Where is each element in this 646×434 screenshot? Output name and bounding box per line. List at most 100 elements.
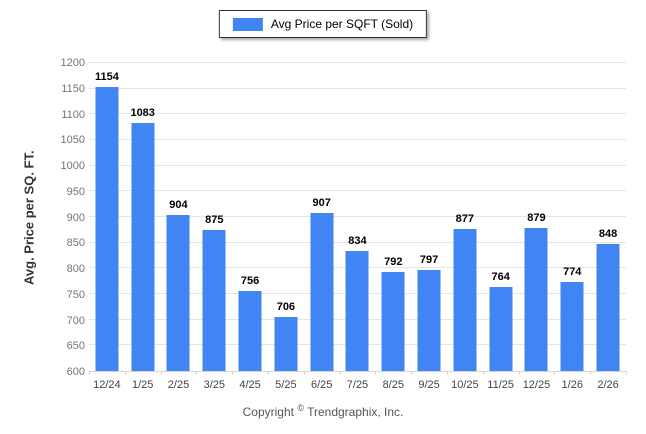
bar-slot: 797 [411, 63, 447, 371]
x-tick-label: 9/25 [418, 379, 440, 391]
bar-value-label: 706 [276, 300, 296, 313]
bar-value-label: 756 [240, 274, 260, 287]
x-tick-mark [411, 371, 413, 375]
x-axis-labels: 12/24 1/25 2/25 3/25 4/25 5/25 6/25 7/25 8/25 9/2… [89, 379, 626, 391]
bar-slot: 907 [304, 63, 340, 371]
legend-label: Avg Price per SQFT (Sold) [270, 17, 414, 31]
y-tick-label: 600 [66, 366, 85, 378]
bar[interactable] [489, 286, 513, 371]
x-tick-label: 2/26 [597, 379, 619, 391]
bar[interactable] [310, 213, 334, 371]
x-tick-mark [447, 371, 448, 375]
bar[interactable] [238, 290, 262, 371]
bar[interactable] [345, 250, 369, 371]
copyright-prefix: Copyright [242, 405, 294, 419]
bar-value-label: 774 [563, 265, 582, 278]
x-tick-label: 8/25 [382, 379, 404, 391]
bar[interactable] [560, 281, 584, 371]
x-tick-label: 6/25 [310, 379, 333, 391]
bar-slot: 879 [519, 63, 555, 371]
bar-slot: 877 [447, 63, 483, 371]
gridline [89, 87, 626, 89]
x-tick-label: 1/26 [561, 379, 583, 391]
copyright: Copyright © Trendgraphix, Inc. [0, 403, 646, 419]
bar[interactable] [131, 123, 155, 371]
bar-slot: 792 [375, 63, 411, 371]
bar-value-label: 875 [205, 213, 224, 226]
x-tick-label: 11/25 [487, 379, 515, 391]
bar-slot: 756 [232, 63, 268, 371]
bar-value-label: 904 [169, 198, 188, 211]
bar-value-label: 764 [491, 270, 510, 283]
y-tick-label: 1000 [60, 160, 85, 172]
x-tick-mark [303, 371, 305, 375]
bar-slot: 764 [483, 63, 519, 371]
bar-slot: 774 [554, 63, 590, 371]
x-tick-mark [482, 371, 484, 375]
copyright-symbol: © [297, 403, 304, 413]
x-tick-label: 4/25 [239, 379, 261, 391]
x-tick-mark [626, 371, 627, 375]
copyright-company: Trendgraphix, Inc. [307, 405, 404, 419]
y-tick-label: 1150 [61, 82, 85, 95]
gridline [89, 113, 626, 115]
bar-value-label: 1154 [94, 70, 119, 83]
x-tick-label: 3/25 [203, 379, 225, 391]
bar-value-label: 1083 [130, 107, 155, 120]
y-tick-label: 800 [66, 263, 85, 275]
y-tick-label: 1050 [60, 134, 85, 147]
bar[interactable] [596, 243, 620, 371]
bar-slot: 904 [161, 63, 197, 371]
bars: 1154 1083 904 875 756 706 907 834 792 797 877 764 87… [89, 63, 626, 371]
x-tick-mark [518, 371, 520, 375]
bar-value-label: 907 [312, 197, 331, 210]
x-tick-mark [89, 371, 90, 375]
x-tick-label: 12/25 [522, 379, 551, 391]
gridline [89, 190, 626, 192]
gridline [89, 139, 626, 140]
y-axis-labels: 600 650 700 750 800 850 900 950 1000 1050 1100 1150… [0, 57, 85, 378]
x-tick-mark [268, 371, 269, 375]
bar[interactable] [524, 227, 548, 371]
y-tick-label: 700 [66, 314, 85, 327]
legend-swatch-icon [232, 17, 263, 31]
bar-slot: 1154 [89, 63, 125, 371]
bar[interactable] [417, 269, 441, 371]
bar[interactable] [202, 229, 226, 371]
y-tick-label: 1200 [60, 57, 85, 69]
y-tick-label: 1100 [61, 108, 85, 121]
gridline [89, 241, 626, 243]
y-tick-label: 950 [66, 185, 85, 198]
bar[interactable] [274, 316, 298, 371]
x-tick-label: 10/25 [451, 379, 479, 391]
legend-item[interactable]: Avg Price per SQFT (Sold) [218, 10, 428, 38]
bar-value-label: 834 [348, 234, 367, 247]
bar[interactable] [381, 272, 405, 371]
gridline [89, 164, 626, 166]
bar-slot: 848 [590, 63, 626, 371]
bar-value-label: 797 [419, 253, 439, 266]
x-tick-label: 1/25 [131, 379, 154, 391]
bar-slot: 706 [268, 63, 304, 371]
gridline [89, 216, 626, 217]
bar-value-label: 848 [598, 227, 618, 240]
x-tick-mark [196, 371, 198, 375]
y-tick-label: 650 [66, 340, 85, 353]
bar-value-label: 792 [384, 256, 403, 269]
x-tick-mark [160, 371, 162, 375]
bar[interactable] [166, 214, 190, 371]
x-tick-label: 2/25 [167, 379, 190, 391]
bar[interactable] [453, 228, 477, 371]
x-tick-mark [339, 371, 341, 375]
bar[interactable] [95, 86, 119, 371]
gridline [89, 62, 626, 63]
bar-slot: 875 [196, 63, 232, 371]
x-tick-mark [124, 371, 126, 375]
bar-slot: 1083 [125, 63, 161, 371]
y-tick-label: 750 [66, 288, 85, 301]
plot-area: 1154 1083 904 875 756 706 907 834 792 797 877 764 87… [89, 62, 627, 375]
x-tick-label: 12/24 [93, 379, 121, 391]
x-tick-label: 5/25 [275, 379, 297, 391]
y-tick-label: 900 [66, 211, 85, 224]
x-tick-mark [590, 371, 592, 375]
